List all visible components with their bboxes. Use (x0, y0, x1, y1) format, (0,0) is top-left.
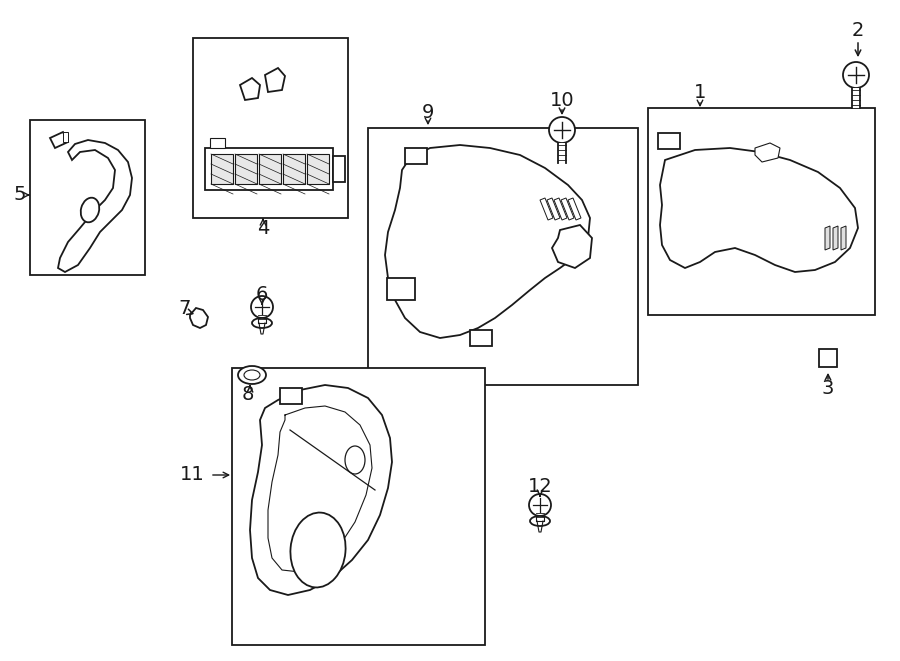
Polygon shape (190, 308, 208, 328)
Polygon shape (385, 145, 590, 338)
Bar (205, 148, 333, 190)
Text: 11: 11 (180, 465, 205, 485)
Polygon shape (552, 225, 592, 268)
Polygon shape (825, 226, 830, 250)
Polygon shape (240, 78, 260, 100)
Ellipse shape (238, 366, 266, 384)
Bar (30, 120, 145, 275)
Circle shape (549, 117, 575, 143)
Bar (852, 88, 860, 108)
Polygon shape (258, 318, 266, 323)
Bar (819, 349, 837, 367)
Bar (235, 154, 257, 184)
Text: 7: 7 (179, 299, 191, 317)
Polygon shape (250, 385, 392, 595)
Text: 9: 9 (422, 102, 434, 122)
Bar (307, 154, 329, 184)
Text: 10: 10 (550, 91, 574, 110)
Text: 1: 1 (694, 83, 706, 102)
Ellipse shape (252, 318, 272, 328)
Bar (658, 133, 680, 149)
Text: 8: 8 (242, 385, 254, 405)
Bar (193, 38, 348, 218)
Polygon shape (841, 226, 846, 250)
Polygon shape (259, 323, 265, 334)
Bar (280, 388, 302, 404)
Polygon shape (58, 140, 132, 272)
Text: 6: 6 (256, 286, 268, 305)
Bar (368, 128, 638, 385)
Bar (259, 154, 281, 184)
Polygon shape (561, 198, 574, 220)
Polygon shape (554, 198, 567, 220)
Polygon shape (265, 68, 285, 92)
Circle shape (529, 494, 551, 516)
Ellipse shape (291, 512, 346, 588)
Bar (283, 154, 305, 184)
Bar (470, 330, 492, 346)
Circle shape (843, 62, 869, 88)
Bar (232, 368, 485, 645)
Text: 3: 3 (822, 379, 834, 397)
Bar (333, 156, 345, 182)
Bar (648, 108, 875, 315)
Text: 4: 4 (256, 219, 269, 237)
Bar (558, 143, 566, 163)
Polygon shape (540, 198, 553, 220)
Text: 2: 2 (851, 20, 864, 40)
Polygon shape (50, 132, 68, 148)
Circle shape (251, 296, 273, 318)
Ellipse shape (530, 516, 550, 526)
Polygon shape (660, 148, 858, 272)
Polygon shape (755, 143, 780, 162)
Bar (405, 148, 427, 164)
Text: 12: 12 (527, 477, 553, 496)
Polygon shape (833, 226, 838, 250)
Polygon shape (63, 132, 68, 142)
Polygon shape (537, 521, 543, 532)
Ellipse shape (345, 446, 365, 474)
Polygon shape (547, 198, 560, 220)
Bar (210, 138, 225, 148)
Text: 5: 5 (14, 186, 26, 204)
Ellipse shape (81, 198, 99, 222)
Bar (387, 278, 415, 300)
Bar (211, 154, 233, 184)
Polygon shape (568, 198, 581, 220)
Ellipse shape (244, 370, 260, 380)
Polygon shape (536, 516, 544, 521)
